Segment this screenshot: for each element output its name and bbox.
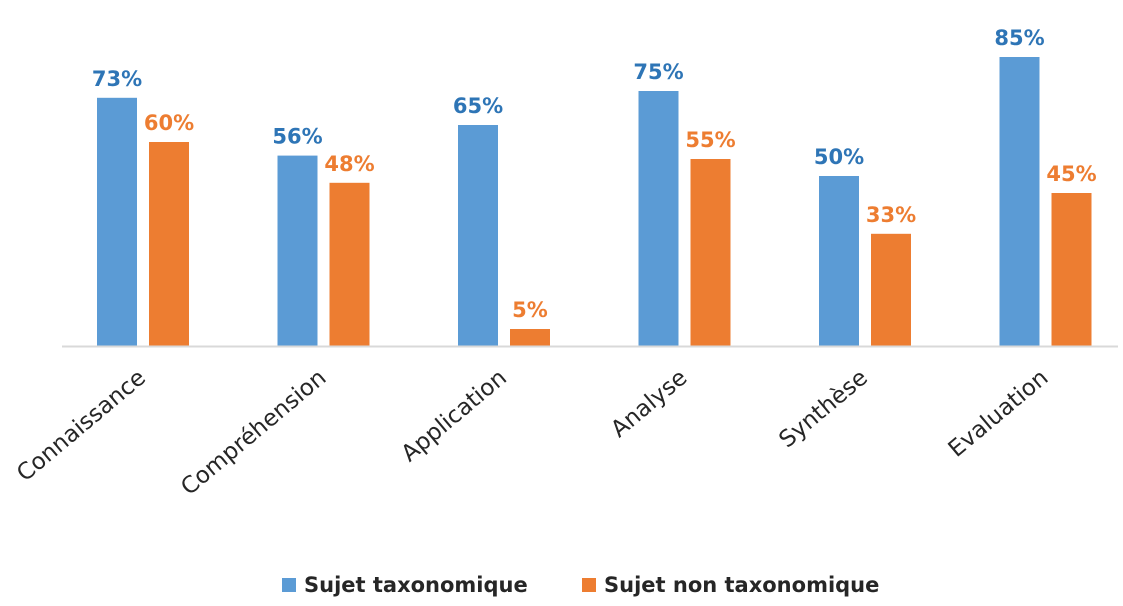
bar-taxonomique-evaluation <box>999 57 1040 346</box>
bar-taxonomique-synthèse <box>819 176 859 346</box>
category-label: Application <box>397 365 512 468</box>
category-label: Synthèse <box>774 365 872 453</box>
value-label: 45% <box>1046 162 1096 186</box>
value-label: 48% <box>324 152 374 176</box>
bar-non-taxonomique-analyse <box>690 159 731 346</box>
value-label: 75% <box>633 60 683 84</box>
value-label: 65% <box>453 94 503 118</box>
category-label: Evaluation <box>944 365 1054 463</box>
bar-taxonomique-compréhension <box>277 155 318 346</box>
bar-non-taxonomique-application <box>510 329 550 346</box>
value-label: 73% <box>92 67 142 91</box>
value-label: 55% <box>685 128 735 152</box>
category-label: Analyse <box>606 365 692 443</box>
value-label: 5% <box>512 298 548 322</box>
value-label: 50% <box>814 145 864 169</box>
bar-taxonomique-analyse <box>638 91 679 346</box>
bar-non-taxonomique-compréhension <box>329 182 370 346</box>
category-labels-group: Connaissance Compréhension Application Anal… <box>12 365 1053 501</box>
bar-taxonomique-application <box>458 125 498 346</box>
bar-non-taxonomique-connaissance <box>149 142 189 346</box>
legend-swatch-taxonomique <box>282 578 296 592</box>
value-label: 33% <box>866 203 916 227</box>
category-label: Connaissance <box>12 365 151 487</box>
value-label: 56% <box>272 125 322 149</box>
legend-label-non-taxonomique: Sujet non taxonomique <box>604 573 879 597</box>
value-labels-group: 73%60% 56%48% 65% 5% 75% 55% 50% 33% 85% 45% <box>92 26 1097 322</box>
bar-non-taxonomique-synthèse <box>871 233 911 346</box>
legend-label-taxonomique: Sujet taxonomique <box>304 573 528 597</box>
category-label: Compréhension <box>176 365 331 501</box>
bars-group <box>97 57 1092 346</box>
value-label: 60% <box>144 111 194 135</box>
legend-swatch-non-taxonomique <box>582 578 596 592</box>
legend: Sujet taxonomique Sujet non taxonomique <box>282 573 879 597</box>
bar-non-taxonomique-evaluation <box>1051 193 1092 346</box>
bar-taxonomique-connaissance <box>97 97 137 346</box>
value-label: 85% <box>994 26 1044 50</box>
